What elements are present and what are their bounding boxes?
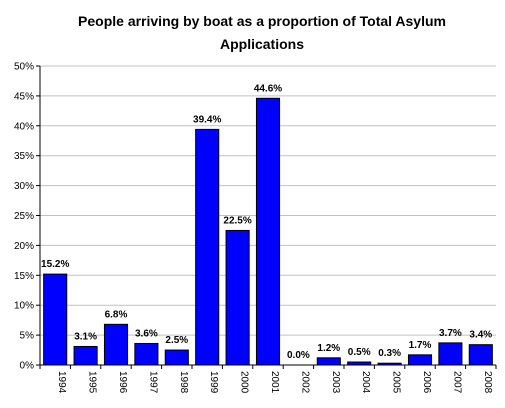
y-tick-label: 20% [14, 241, 34, 252]
x-tick-label: 2004 [360, 371, 371, 394]
x-tick-label: 1997 [147, 371, 158, 394]
bars [43, 97, 493, 366]
bar [195, 128, 220, 366]
data-label: 3.1% [74, 331, 97, 342]
x-tick-label: 1995 [87, 371, 98, 394]
bar [438, 342, 463, 366]
bar [43, 273, 68, 366]
y-axis-ticks: 0% 5% 10% 15% 20% 25% 30% 35% 40% 45% 50% [14, 62, 40, 372]
x-tick-label: 2003 [330, 371, 341, 394]
x-tick-label: 1999 [208, 371, 219, 394]
data-label: 0.3% [378, 348, 401, 359]
x-tick-label: 2006 [421, 371, 432, 394]
x-tick-label: 2005 [391, 371, 402, 394]
y-tick-label: 40% [14, 121, 34, 132]
y-tick-label: 5% [20, 331, 35, 342]
x-tick-label: 2008 [482, 371, 493, 394]
data-label: 22.5% [223, 215, 251, 226]
y-tick-label: 45% [14, 91, 34, 102]
y-tick-label: 0% [20, 361, 35, 372]
data-label: 0.5% [348, 347, 371, 358]
bar [255, 97, 281, 366]
x-tick-label: 1994 [56, 371, 67, 394]
chart-title-line-1: People arriving by boat as a proportion … [78, 13, 446, 29]
data-label: 3.6% [135, 328, 158, 339]
bar [316, 357, 341, 366]
data-label: 15.2% [41, 259, 69, 270]
bar [103, 323, 129, 366]
bar [225, 229, 250, 366]
data-label: 1.7% [409, 340, 432, 351]
axes [39, 66, 496, 366]
data-label: 6.8% [105, 309, 128, 320]
y-tick-label: 35% [14, 151, 34, 162]
y-tick-label: 30% [14, 181, 34, 192]
bar [73, 345, 98, 366]
y-tick-label: 50% [14, 62, 34, 73]
x-tick-label: 1996 [117, 371, 128, 394]
x-tick-label: 2007 [451, 371, 462, 394]
x-tick-label: 2000 [239, 371, 250, 394]
bar [407, 354, 433, 366]
x-tick-label: 2001 [269, 371, 280, 394]
data-label: 39.4% [193, 114, 221, 125]
data-label: 2.5% [165, 335, 188, 346]
bar [468, 344, 493, 366]
data-label: 3.4% [469, 330, 492, 341]
y-tick-label: 10% [14, 301, 34, 312]
bar [164, 349, 189, 366]
data-label: 44.6% [254, 83, 282, 94]
data-label: 1.2% [317, 343, 340, 354]
x-tick-label: 1998 [178, 371, 189, 394]
bar [134, 342, 159, 366]
data-label: 3.7% [439, 328, 462, 339]
data-labels: 15.2% 3.1% 6.8% 3.6% 2.5% 39.4% 22.5% 44.6% 0.0%… [41, 83, 492, 361]
x-axis-ticks: 1994 1995 1996 1997 1998 1999 2000 2001 2002 2003… [39, 365, 497, 394]
chart-title-line-2: Applications [220, 36, 304, 52]
data-label: 0.0% [287, 350, 310, 361]
y-tick-label: 25% [14, 211, 34, 222]
y-tick-label: 15% [14, 271, 34, 282]
x-tick-label: 2002 [299, 371, 310, 394]
